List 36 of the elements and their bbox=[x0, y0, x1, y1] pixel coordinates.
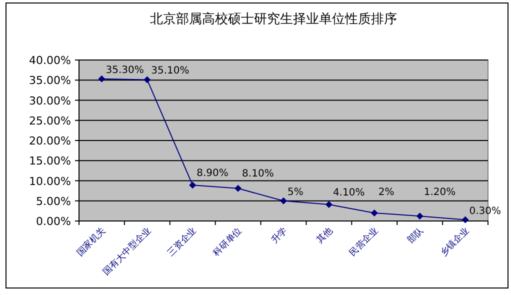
x-tick-label: 民营企业 bbox=[347, 225, 381, 259]
y-tick-label: 15.00% bbox=[29, 154, 71, 168]
y-tick-label: 20.00% bbox=[29, 134, 71, 148]
data-label: 1.20% bbox=[424, 187, 456, 198]
point bbox=[144, 76, 151, 84]
data-label: 2% bbox=[378, 186, 394, 198]
data-label: 35.30% bbox=[106, 64, 144, 76]
y-tick-label: 0.00% bbox=[36, 215, 71, 228]
y-tick-label: 5.00% bbox=[36, 194, 71, 208]
y-tick-label: 40.00% bbox=[29, 54, 71, 67]
data-label: 5% bbox=[288, 186, 304, 198]
x-tick-label: 国家机关 bbox=[74, 225, 108, 259]
x-tick-label: 升学 bbox=[269, 225, 290, 246]
point bbox=[462, 216, 469, 224]
x-tick-label: 其他 bbox=[314, 225, 336, 246]
x-tick-label: 乡镇企业 bbox=[438, 225, 472, 259]
point bbox=[325, 201, 332, 208]
point bbox=[280, 197, 287, 204]
data-label: 8.90% bbox=[196, 168, 228, 180]
point bbox=[370, 209, 378, 216]
data-label: 8.10% bbox=[242, 168, 274, 180]
point bbox=[234, 184, 242, 192]
x-tick-label: 三资企业 bbox=[166, 225, 199, 259]
point bbox=[416, 212, 424, 220]
y-tick-label: 25.00% bbox=[29, 114, 71, 128]
chart-title: 北京部属高校硕士研究生择业单位性质排序 bbox=[150, 11, 397, 27]
y-tick-label: 35.00% bbox=[29, 74, 71, 88]
y-tick-label: 30.00% bbox=[29, 94, 71, 108]
data-label: 4.10% bbox=[332, 187, 365, 198]
point bbox=[189, 182, 196, 189]
x-tick-label: 科研单位 bbox=[210, 225, 244, 259]
data-label: 0.30% bbox=[469, 206, 502, 217]
x-tick-label: 部队 bbox=[405, 225, 426, 246]
y-tick-label: 10.00% bbox=[29, 174, 71, 188]
point bbox=[98, 75, 106, 82]
data-label: 35.10% bbox=[151, 66, 190, 77]
